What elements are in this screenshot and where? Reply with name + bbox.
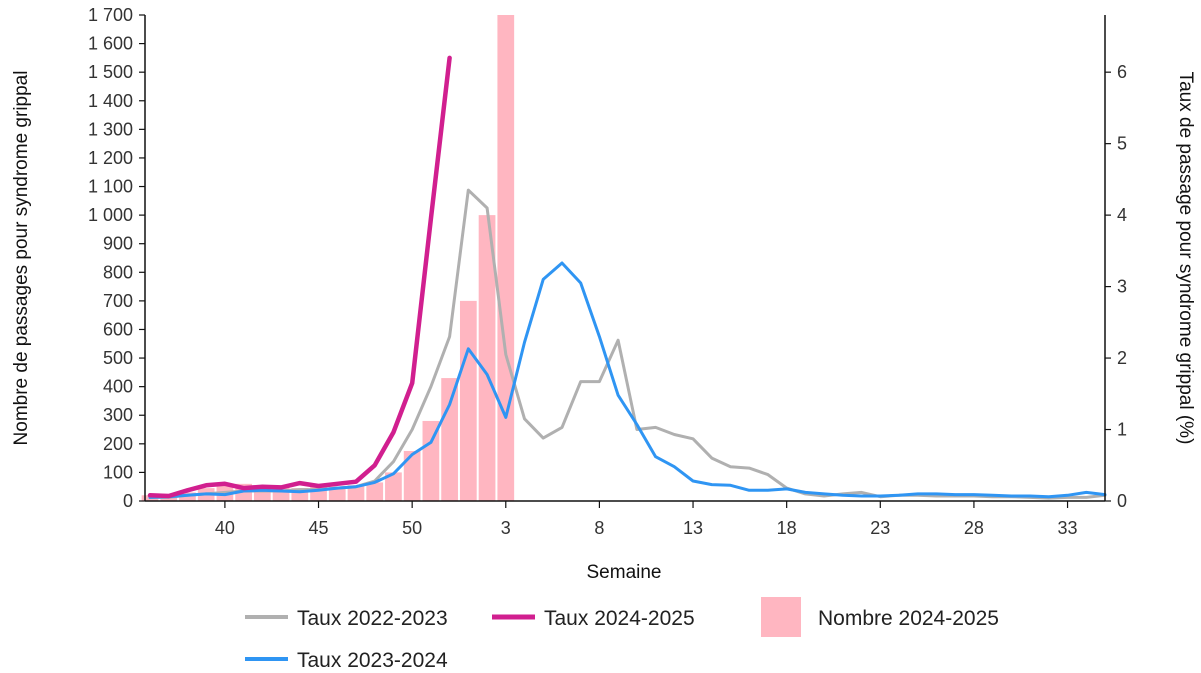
legend-label-taux-2022-2023: Taux 2022-2023 — [297, 607, 448, 630]
y-left-tick-label: 1 400 — [88, 91, 133, 111]
x-tick-label: 40 — [215, 518, 235, 538]
y-right-tick-label: 1 — [1117, 420, 1127, 440]
y-left-tick-label: 800 — [103, 262, 133, 282]
lines-group — [147, 55, 1107, 500]
y-left-tick-label: 400 — [103, 377, 133, 397]
y-left-tick-label: 700 — [103, 291, 133, 311]
y-left-tick-label: 1 100 — [88, 177, 133, 197]
bar-week-46 — [328, 486, 346, 501]
x-tick-label: 23 — [870, 518, 890, 538]
legend-item-taux-2022-2023: Taux 2022-2023 — [245, 607, 448, 630]
y-left-tick-label: 500 — [103, 348, 133, 368]
legend-item-nombre-2024-2025: Nombre 2024-2025 — [761, 597, 999, 637]
x-tick-label: 50 — [402, 518, 422, 538]
x-tick-label: 13 — [683, 518, 703, 538]
series-line-taux-2022-2023 — [148, 188, 1107, 500]
y-right-tick-label: 4 — [1117, 205, 1127, 225]
bar-week-49 — [385, 472, 402, 501]
legend-swatch-nombre-2024-2025 — [761, 597, 801, 637]
y-right-tick-label: 0 — [1117, 491, 1127, 511]
y-right-tick-label: 3 — [1117, 277, 1127, 297]
y-right-tick-label: 6 — [1117, 62, 1127, 82]
bar-week-1 — [459, 300, 477, 501]
y-left-tick-label: 100 — [103, 462, 133, 482]
bar-week-50 — [403, 450, 421, 501]
y-left-tick-label: 1 500 — [88, 62, 133, 82]
y-left-tick-label: 1 200 — [88, 148, 133, 168]
legend-label-nombre-2024-2025: Nombre 2024-2025 — [818, 607, 999, 630]
y-right-tick-label: 2 — [1117, 348, 1127, 368]
bar-week-2 — [478, 215, 496, 501]
y-left-tick-label: 200 — [103, 434, 133, 454]
x-tick-label: 8 — [594, 518, 604, 538]
legend-label-taux-2024-2025: Taux 2024-2025 — [544, 607, 695, 630]
legend-item-taux-2024-2025: Taux 2024-2025 — [492, 607, 695, 630]
bar-week-3 — [497, 15, 515, 501]
x-tick-label: 18 — [777, 518, 797, 538]
x-tick-label: 3 — [501, 518, 511, 538]
y-left-tick-label: 1 000 — [88, 205, 133, 225]
y-left-tick-label: 300 — [103, 405, 133, 425]
y-left-tick-label: 1 600 — [88, 34, 133, 54]
y-left-tick-label: 1 700 — [88, 5, 133, 25]
bar-week-51 — [422, 420, 440, 501]
series-line-taux-2023-2024 — [148, 261, 1107, 499]
legend-label-taux-2023-2024: Taux 2023-2024 — [297, 649, 448, 672]
bar-week-47 — [347, 485, 365, 501]
y-left-tick-label: 1 300 — [88, 119, 133, 139]
y-left-tick-label: 0 — [123, 491, 133, 511]
y-axis-right-title: Taux de passage pour syndrome grippal (%… — [1175, 72, 1196, 445]
bar-week-52 — [441, 378, 458, 501]
x-tick-label: 45 — [309, 518, 329, 538]
x-tick-label: 28 — [964, 518, 984, 538]
y-axis-left-title: Nombre de passages pour syndrome grippal — [11, 71, 32, 446]
legend-item-taux-2023-2024: Taux 2023-2024 — [245, 649, 448, 672]
legend: Taux 2022-2023 Taux 2024-2025 Nombre 202… — [245, 597, 999, 672]
y-right-tick-label: 5 — [1117, 134, 1127, 154]
x-axis-title: Semaine — [587, 562, 662, 583]
y-left-tick-label: 900 — [103, 234, 133, 254]
series-line-taux-2024-2025 — [147, 55, 452, 499]
y-left-tick-label: 600 — [103, 319, 133, 339]
bar-week-48 — [366, 482, 384, 501]
x-tick-label: 33 — [1058, 518, 1078, 538]
